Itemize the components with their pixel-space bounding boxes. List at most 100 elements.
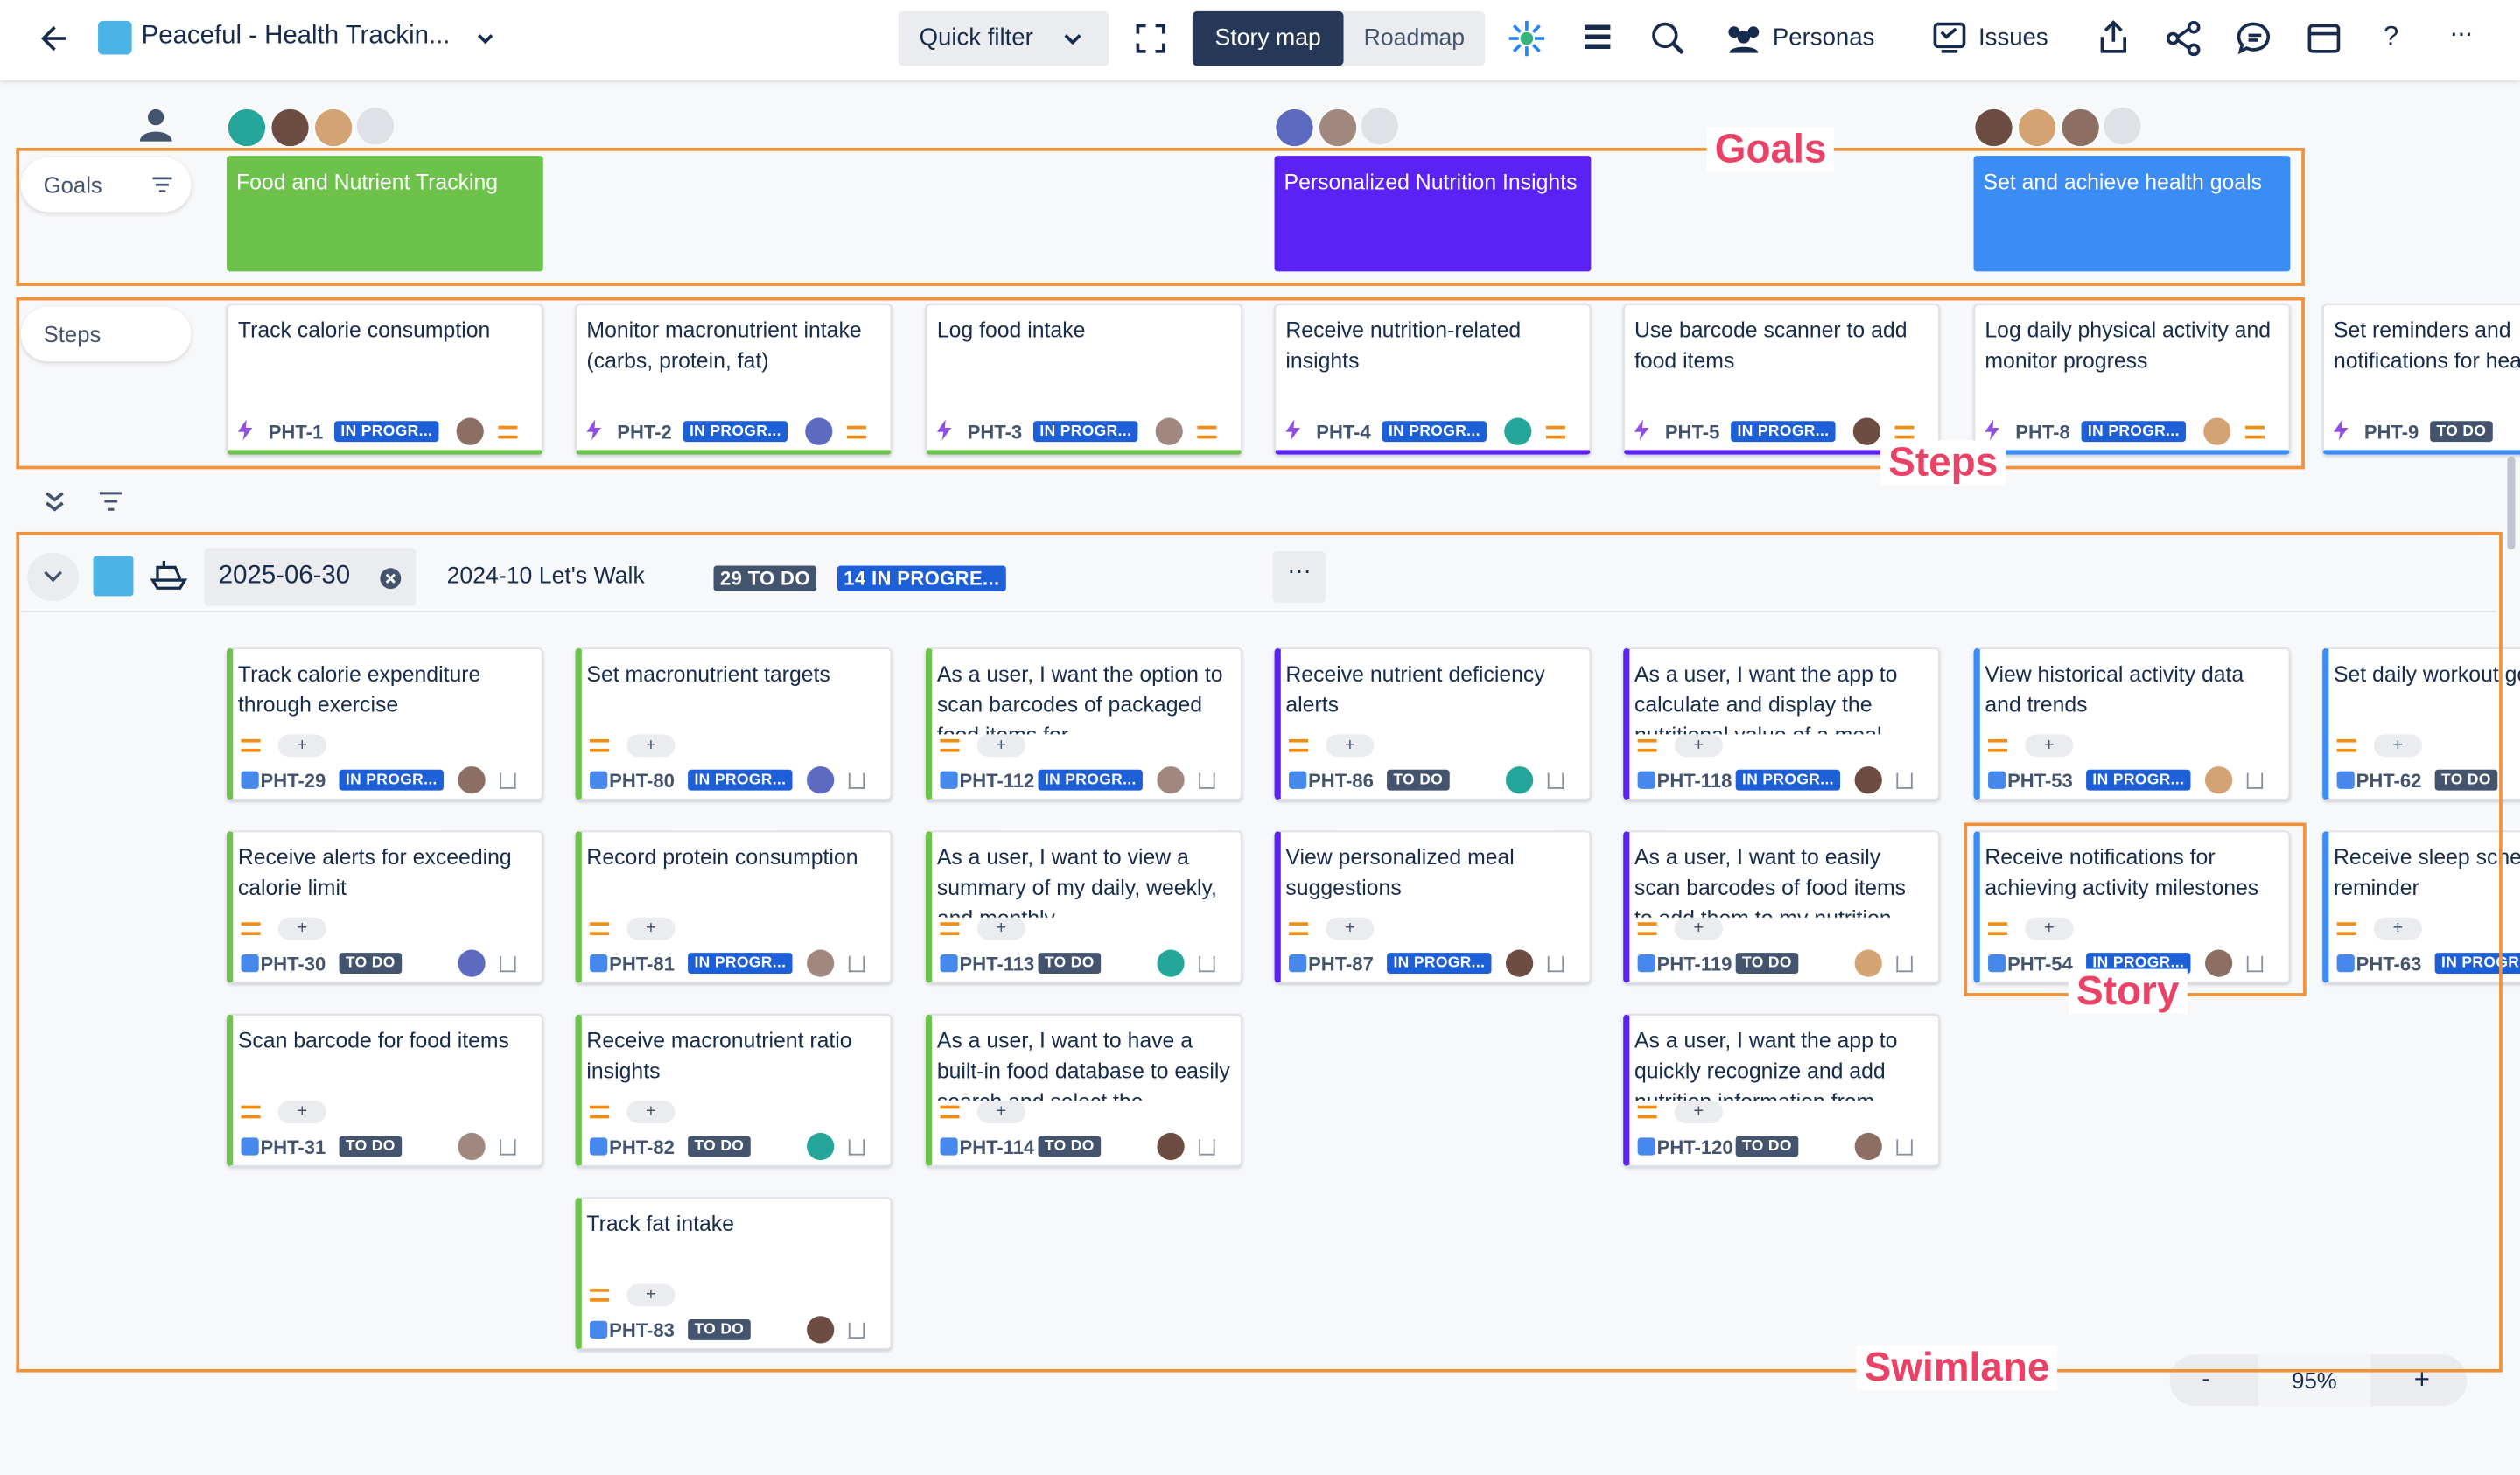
status-badge: TO DO [339,953,402,975]
story-card[interactable]: As a user, I want to view a summary of m… [925,830,1242,984]
hierarchy-icon [500,772,516,789]
quick-filter[interactable]: Quick filter [898,10,1110,66]
story-title: Scan barcode for food items [237,1028,509,1053]
add-subtask[interactable]: + [976,1101,1026,1123]
project-menu[interactable] [476,29,495,48]
issue-key: PHT-63 [2356,953,2422,975]
add-member[interactable] [2104,108,2141,145]
back-button[interactable] [38,23,71,55]
step-card[interactable]: Use barcode scanner to add food items PHT… [1623,304,1940,455]
add-subtask[interactable]: + [626,1101,676,1123]
step-card[interactable]: Log daily physical activity and monitor … [1973,304,2291,455]
issue-key: PHT-2 [617,421,672,444]
add-subtask[interactable]: + [626,1283,676,1307]
assignee [458,949,486,977]
add-subtask[interactable]: + [626,734,676,758]
story-card[interactable]: Receive sleep schedule reminder+PHT-63IN… [2322,830,2520,984]
fullscreen-button[interactable] [1135,23,1167,55]
add-subtask[interactable]: + [2373,917,2422,940]
story-card[interactable]: Record protein consumption + PHT-81 IN PROG… [575,830,892,984]
step-card[interactable]: Receive nutrition-related insights PHT-4 I… [1274,304,1592,455]
story-card[interactable]: As a user, I want the option to scan bar… [925,647,1242,800]
story-card[interactable]: Receive notifications for achieving acti… [1973,830,2291,984]
add-subtask[interactable]: + [1326,917,1375,940]
swimlane-toggle[interactable] [27,552,80,601]
release-field[interactable]: 2025-06-30 [204,548,416,606]
add-subtask[interactable]: + [2373,734,2422,758]
story-card[interactable]: View personalized meal suggestions + PHT-8… [1274,830,1592,984]
story-title: View historical activity data and trends [1984,661,2244,717]
add-subtask[interactable]: + [626,917,676,940]
add-member[interactable] [1361,108,1398,145]
personas-button[interactable]: Personas [1772,24,1875,52]
goals-row-label[interactable]: Goals [20,157,192,213]
goal-card[interactable]: Food and Nutrient Tracking [226,156,543,272]
goal-card[interactable]: Personalized Nutrition Insights [1274,156,1592,272]
issues-button[interactable]: Issues [1978,24,2048,52]
story-card[interactable]: As a user, I want the app to quickly rec… [1623,1013,1940,1167]
annotation-box [16,147,2305,286]
panel-button[interactable] [2306,21,2342,56]
add-subtask[interactable]: + [1674,917,1723,940]
filter-button[interactable] [98,490,123,513]
roadmap-tab[interactable]: Roadmap [1363,25,1466,52]
story-card[interactable]: Receive macronutrient ratio insights + PHT… [575,1013,892,1167]
story-card[interactable]: Receive nutrient deficiency alerts + PHT-8… [1274,647,1592,800]
story-card[interactable]: Set daily workout goals + PHT-62 TO DO [2322,647,2520,800]
add-subtask[interactable]: + [1674,734,1723,758]
share-button[interactable] [2166,20,2202,57]
add-subtask[interactable]: + [1674,1101,1723,1123]
goal-card[interactable]: Set and achieve health goals [1973,156,2291,272]
zoom-out[interactable]: - [2202,1366,2210,1394]
story-card[interactable]: As a user, I want to easily scan barcode… [1623,830,1940,984]
priority [1637,1105,1657,1119]
step-card[interactable]: Log food intake PHT-3 IN PROGR... [925,304,1242,455]
assignee [1155,417,1183,445]
story-card[interactable]: Track calorie expenditure through exerci… [226,647,543,800]
search-button[interactable] [1650,21,1685,56]
story-card[interactable]: Set macronutrient targets + PHT-80 IN PROGR… [575,647,892,800]
export-button[interactable] [2097,19,2130,54]
add-subtask[interactable]: + [976,734,1026,758]
quick-filter-label: Quick filter [919,24,1033,52]
story-icon [2336,954,2355,973]
story-card[interactable]: Receive alerts for exceeding calorie lim… [226,830,543,984]
story-title: As a user, I want the app to quickly rec… [1634,1028,1898,1101]
story-title: Receive notifications for achieving acti… [1984,845,2259,900]
add-subtask[interactable]: + [277,917,326,940]
story-card[interactable]: View historical activity data and trends… [1973,647,2291,800]
story-card[interactable]: As a user, I want the app to calculate a… [1623,647,1940,800]
story-card[interactable]: As a user, I want to have a built-in foo… [925,1013,1242,1167]
annotation-label: Swimlane [1856,1345,2058,1390]
add-subtask[interactable]: + [1326,734,1375,758]
step-card[interactable]: Set reminders and notifications for heal… [2322,304,2520,455]
step-card[interactable]: Monitor macronutrient intake (carbs, pro… [575,304,892,455]
add-subtask[interactable]: + [277,734,326,758]
step-card[interactable]: Track calorie consumption PHT-1 IN PROGR..… [226,304,543,455]
project-name[interactable]: Peaceful - Health Trackin... [141,22,451,50]
add-subtask[interactable]: + [976,917,1026,940]
story-card[interactable]: Track fat intake + PHT-83 TO DO [575,1197,892,1350]
comments-button[interactable] [2236,21,2272,56]
help-button[interactable]: ? [2383,20,2399,52]
add-subtask[interactable]: + [277,1101,326,1123]
story-card[interactable]: Scan barcode for food items + PHT-31 TO DO [226,1013,543,1167]
avatar [1318,108,1359,148]
ai-button[interactable] [1508,19,1546,58]
priority [1894,425,1914,439]
add-subtask[interactable]: + [2025,734,2074,758]
more-button[interactable]: ··· [2449,17,2474,49]
story-icon [590,954,608,973]
story-title: As a user, I want to easily scan barcode… [1634,845,1909,918]
annotation-box [16,531,2502,1373]
story-map-tab[interactable]: Story map [1192,10,1344,66]
list-button[interactable] [1583,23,1612,52]
step-title: Track calorie consumption [237,318,491,343]
steps-row-label[interactable]: Steps [20,306,192,362]
in-progress-count: 14 IN PROGRE... [836,565,1006,591]
swimlane-menu[interactable]: ··· [1272,551,1326,603]
collapse-all[interactable] [42,488,67,514]
add-member[interactable] [356,108,395,145]
personas-icon [1728,26,1760,53]
add-subtask[interactable]: + [2025,917,2074,940]
